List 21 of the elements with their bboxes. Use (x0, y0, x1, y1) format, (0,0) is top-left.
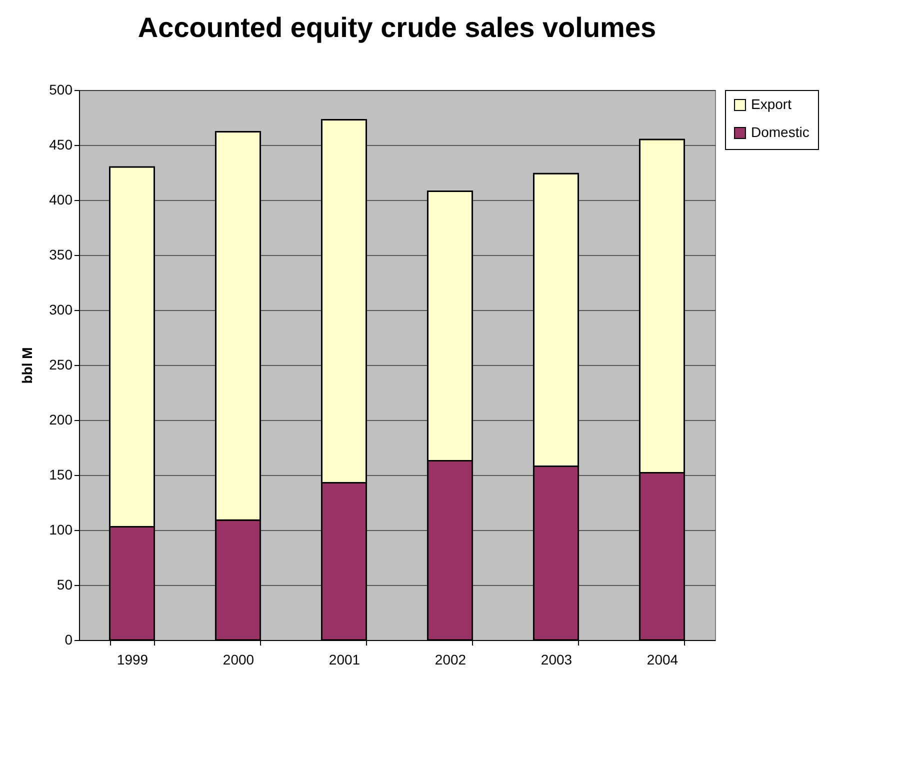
y-tick-label: 200 (49, 412, 73, 428)
chart-title: Accounted equity crude sales volumes (138, 12, 656, 43)
y-axis-title: bbl M (19, 347, 36, 384)
y-tick-label: 350 (49, 246, 73, 262)
x-tick-label: 1999 (116, 652, 148, 668)
y-tick-label: 400 (49, 192, 73, 208)
x-tick-label: 2001 (328, 652, 360, 668)
legend-label: Domestic (751, 124, 810, 140)
legend-label: Export (751, 96, 792, 112)
y-tick-label: 300 (49, 302, 73, 318)
y-tick-label: 500 (49, 82, 73, 98)
y-tick-label: 50 (56, 576, 73, 592)
x-tick-label: 2003 (540, 652, 572, 668)
x-tick-label: 2000 (222, 652, 254, 668)
y-tick-label: 150 (49, 466, 73, 482)
y-tick-label: 450 (49, 136, 73, 152)
x-tick-label: 2004 (646, 652, 678, 668)
x-tick-label: 2002 (434, 652, 466, 668)
y-tick-label: 100 (49, 522, 73, 538)
y-tick-label: 250 (49, 356, 73, 372)
y-tick-label: 0 (64, 632, 73, 648)
